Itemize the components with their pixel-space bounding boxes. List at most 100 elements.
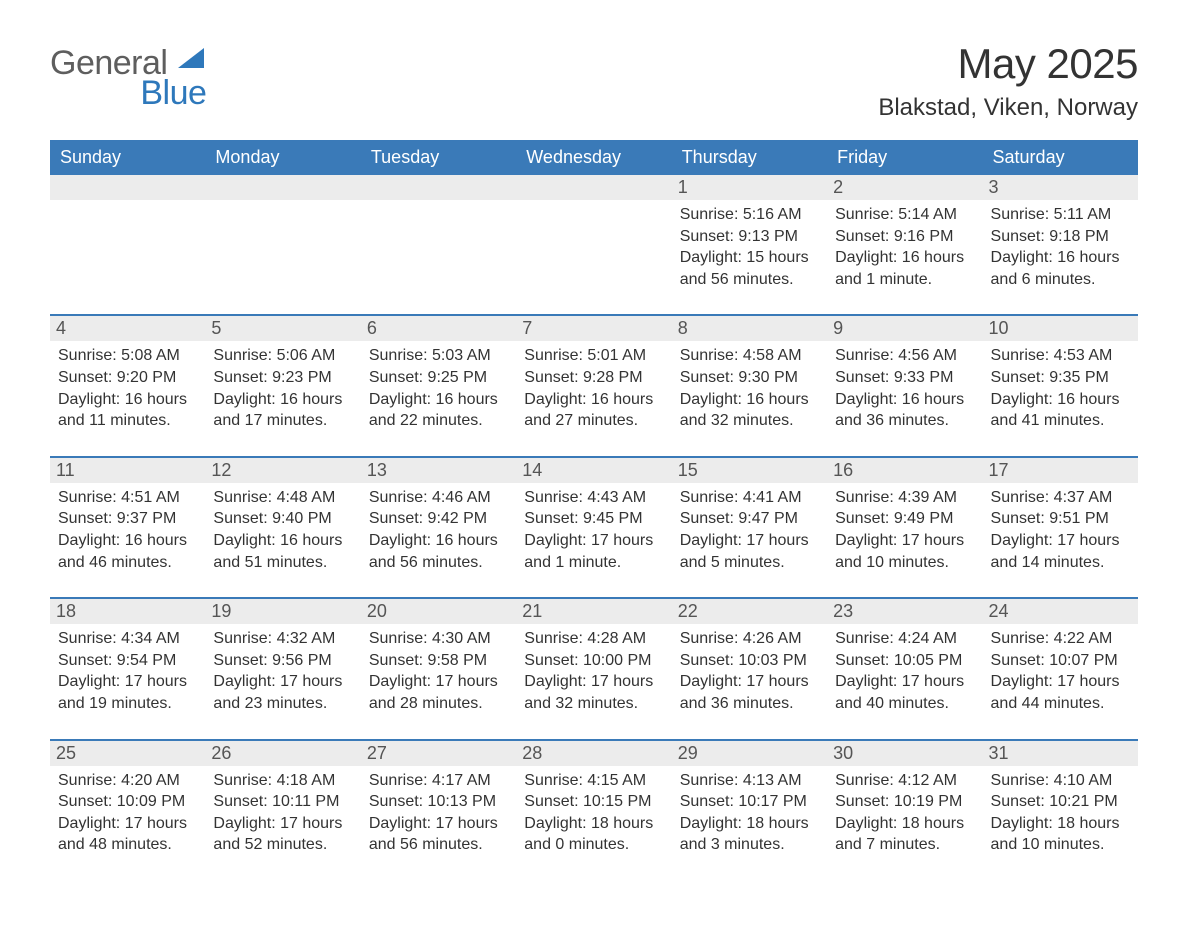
day-detail-line: Sunrise: 4:17 AM xyxy=(369,770,508,792)
calendar-day-cell: 23 Sunrise: 4:24 AMSunset: 10:05 PMDaylig… xyxy=(827,599,982,739)
calendar-day-cell xyxy=(516,175,671,315)
calendar-day-cell: 19Sunrise: 4:32 AMSunset: 9:56 PMDayligh… xyxy=(205,599,360,739)
day-detail-line: Sunset: 9:13 PM xyxy=(680,226,819,248)
day-details: Sunrise: 5:08 AMSunset: 9:20 PMDaylight:… xyxy=(58,345,197,431)
day-detail-line: Sunset: 10:00 PM xyxy=(524,650,663,672)
day-detail-line: Daylight: 16 hours and 11 minutes. xyxy=(58,389,197,432)
day-detail-line: Sunset: 9:42 PM xyxy=(369,508,508,530)
brand-logo: General Blue xyxy=(50,40,206,111)
page: General Blue May 2025 Blakstad, Viken, N… xyxy=(0,0,1188,930)
brand-text: General Blue xyxy=(50,40,206,111)
day-detail-line: Sunrise: 5:11 AM xyxy=(991,204,1130,226)
day-detail-line: Daylight: 16 hours and 36 minutes. xyxy=(835,389,974,432)
day-detail-line: Sunset: 10:11 PM xyxy=(213,791,352,813)
day-detail-line: Daylight: 18 hours and 10 minutes. xyxy=(991,813,1130,856)
calendar-day-cell: 15Sunrise: 4:41 AMSunset: 9:47 PMDayligh… xyxy=(672,458,827,598)
calendar-day-cell: 22Sunrise: 4:26 AMSunset: 10:03 PMDaylig… xyxy=(672,599,827,739)
calendar-day-cell: 1 Sunrise: 5:16 AMSunset: 9:13 PMDaylight… xyxy=(672,175,827,315)
calendar-week-row: 11Sunrise: 4:51 AMSunset: 9:37 PMDayligh… xyxy=(50,458,1138,598)
day-number: 4 xyxy=(50,316,205,341)
weekday-header: Wednesday xyxy=(516,140,671,175)
day-detail-line: Daylight: 17 hours and 40 minutes. xyxy=(835,671,974,714)
day-detail-line: Daylight: 17 hours and 19 minutes. xyxy=(58,671,197,714)
calendar-day-cell xyxy=(361,175,516,315)
day-number: 20 xyxy=(361,599,516,624)
day-detail-line: Daylight: 16 hours and 51 minutes. xyxy=(213,530,352,573)
calendar-week-row: 25Sunrise: 4:20 AMSunset: 10:09 PMDaylig… xyxy=(50,741,1138,880)
day-number: 1 xyxy=(672,175,827,200)
day-detail-line: Sunset: 9:58 PM xyxy=(369,650,508,672)
day-number: 27 xyxy=(361,741,516,766)
day-number: 3 xyxy=(983,175,1138,200)
day-detail-line: Sunset: 9:23 PM xyxy=(213,367,352,389)
day-number: 25 xyxy=(50,741,205,766)
day-details: Sunrise: 4:28 AMSunset: 10:00 PMDaylight… xyxy=(524,628,663,714)
day-detail-line: Daylight: 18 hours and 0 minutes. xyxy=(524,813,663,856)
day-details: Sunrise: 5:01 AMSunset: 9:28 PMDaylight:… xyxy=(524,345,663,431)
day-detail-line: Sunrise: 4:51 AM xyxy=(58,487,197,509)
location-subtitle: Blakstad, Viken, Norway xyxy=(878,94,1138,122)
calendar-day-cell: 5Sunrise: 5:06 AMSunset: 9:23 PMDaylight… xyxy=(205,316,360,456)
day-number: 11 xyxy=(50,458,205,483)
day-details: Sunrise: 4:24 AMSunset: 10:05 PMDaylight… xyxy=(835,628,974,714)
day-number: 17 xyxy=(983,458,1138,483)
weekday-header: Saturday xyxy=(983,140,1138,175)
calendar-day-cell: 18Sunrise: 4:34 AMSunset: 9:54 PMDayligh… xyxy=(50,599,205,739)
calendar-day-cell: 26Sunrise: 4:18 AMSunset: 10:11 PMDaylig… xyxy=(205,741,360,880)
calendar-day-cell: 29Sunrise: 4:13 AMSunset: 10:17 PMDaylig… xyxy=(672,741,827,880)
calendar-day-cell: 30Sunrise: 4:12 AMSunset: 10:19 PMDaylig… xyxy=(827,741,982,880)
day-number: 13 xyxy=(361,458,516,483)
day-number: 21 xyxy=(516,599,671,624)
calendar-table: Sunday Monday Tuesday Wednesday Thursday… xyxy=(50,140,1138,880)
day-detail-line: Sunset: 9:51 PM xyxy=(991,508,1130,530)
day-detail-line: Sunrise: 4:43 AM xyxy=(524,487,663,509)
day-number xyxy=(205,175,360,200)
day-detail-line: Sunset: 10:17 PM xyxy=(680,791,819,813)
day-detail-line: Sunset: 10:07 PM xyxy=(991,650,1130,672)
day-detail-line: Sunrise: 4:41 AM xyxy=(680,487,819,509)
day-detail-line: Daylight: 17 hours and 48 minutes. xyxy=(58,813,197,856)
day-number: 7 xyxy=(516,316,671,341)
day-details: Sunrise: 5:14 AMSunset: 9:16 PMDaylight:… xyxy=(835,204,974,290)
day-detail-line: Daylight: 16 hours and 1 minute. xyxy=(835,247,974,290)
day-details: Sunrise: 4:34 AMSunset: 9:54 PMDaylight:… xyxy=(58,628,197,714)
day-details: Sunrise: 4:39 AMSunset: 9:49 PMDaylight:… xyxy=(835,487,974,573)
day-number: 19 xyxy=(205,599,360,624)
day-detail-line: Sunrise: 4:34 AM xyxy=(58,628,197,650)
calendar-day-cell: 21 Sunrise: 4:28 AMSunset: 10:00 PMDaylig… xyxy=(516,599,671,739)
day-number: 24 xyxy=(983,599,1138,624)
day-number: 8 xyxy=(672,316,827,341)
day-number xyxy=(50,175,205,200)
day-detail-line: Sunrise: 4:48 AM xyxy=(213,487,352,509)
calendar-week-row: 18Sunrise: 4:34 AMSunset: 9:54 PMDayligh… xyxy=(50,599,1138,739)
day-detail-line: Sunrise: 4:39 AM xyxy=(835,487,974,509)
day-detail-line: Sunrise: 4:30 AM xyxy=(369,628,508,650)
calendar-day-cell: 25Sunrise: 4:20 AMSunset: 10:09 PMDaylig… xyxy=(50,741,205,880)
weekday-header: Sunday xyxy=(50,140,205,175)
day-details: Sunrise: 4:41 AMSunset: 9:47 PMDaylight:… xyxy=(680,487,819,573)
day-detail-line: Daylight: 16 hours and 41 minutes. xyxy=(991,389,1130,432)
day-details: Sunrise: 4:13 AMSunset: 10:17 PMDaylight… xyxy=(680,770,819,856)
day-detail-line: Sunrise: 4:12 AM xyxy=(835,770,974,792)
calendar-day-cell: 6Sunrise: 5:03 AMSunset: 9:25 PMDaylight… xyxy=(361,316,516,456)
day-detail-line: Sunrise: 5:14 AM xyxy=(835,204,974,226)
calendar-day-cell: 7 Sunrise: 5:01 AMSunset: 9:28 PMDaylight… xyxy=(516,316,671,456)
day-detail-line: Daylight: 16 hours and 27 minutes. xyxy=(524,389,663,432)
day-number: 2 xyxy=(827,175,982,200)
day-detail-line: Daylight: 17 hours and 32 minutes. xyxy=(524,671,663,714)
calendar-day-cell: 13Sunrise: 4:46 AMSunset: 9:42 PMDayligh… xyxy=(361,458,516,598)
day-details: Sunrise: 4:30 AMSunset: 9:58 PMDaylight:… xyxy=(369,628,508,714)
day-number: 23 xyxy=(827,599,982,624)
day-detail-line: Sunset: 9:47 PM xyxy=(680,508,819,530)
calendar-day-cell: 4 Sunrise: 5:08 AMSunset: 9:20 PMDaylight… xyxy=(50,316,205,456)
day-details: Sunrise: 4:48 AMSunset: 9:40 PMDaylight:… xyxy=(213,487,352,573)
day-detail-line: Daylight: 16 hours and 56 minutes. xyxy=(369,530,508,573)
day-details: Sunrise: 5:16 AMSunset: 9:13 PMDaylight:… xyxy=(680,204,819,290)
day-detail-line: Sunrise: 4:37 AM xyxy=(991,487,1130,509)
day-detail-line: Sunset: 9:56 PM xyxy=(213,650,352,672)
day-detail-line: Sunrise: 4:13 AM xyxy=(680,770,819,792)
day-details: Sunrise: 4:26 AMSunset: 10:03 PMDaylight… xyxy=(680,628,819,714)
day-detail-line: Daylight: 16 hours and 6 minutes. xyxy=(991,247,1130,290)
day-details: Sunrise: 4:12 AMSunset: 10:19 PMDaylight… xyxy=(835,770,974,856)
weekday-header: Thursday xyxy=(672,140,827,175)
